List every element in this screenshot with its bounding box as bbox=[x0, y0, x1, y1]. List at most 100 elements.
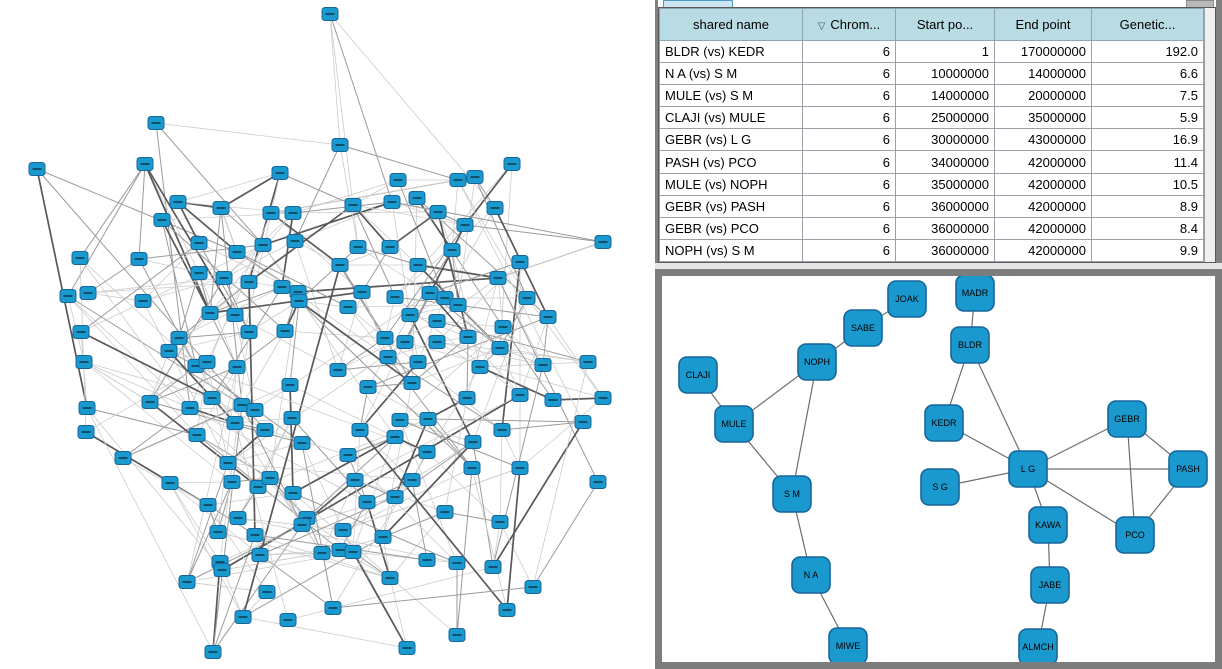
network-node[interactable] bbox=[491, 515, 509, 529]
network-node-miwe[interactable]: MIWE bbox=[828, 627, 868, 664]
network-node[interactable] bbox=[290, 294, 308, 308]
network-node[interactable] bbox=[383, 195, 401, 209]
network-node[interactable] bbox=[524, 580, 542, 594]
table-row[interactable]: BLDR (vs) KEDR 6 1 170000000 192.0 bbox=[659, 39, 1204, 64]
network-node[interactable] bbox=[134, 294, 152, 308]
network-node[interactable] bbox=[428, 314, 446, 328]
network-node[interactable] bbox=[503, 157, 521, 171]
network-node[interactable] bbox=[421, 286, 439, 300]
network-node[interactable] bbox=[313, 546, 331, 560]
network-node[interactable] bbox=[511, 461, 529, 475]
network-node[interactable] bbox=[448, 556, 466, 570]
network-node[interactable] bbox=[493, 423, 511, 437]
network-node[interactable] bbox=[463, 461, 481, 475]
sub-network-panel[interactable]: JOAK MADR SABE BLDR NOPH CLAJI GEBR KEDR MULE L G… bbox=[655, 269, 1222, 669]
network-node[interactable] bbox=[418, 553, 436, 567]
network-node[interactable] bbox=[458, 391, 476, 405]
network-node[interactable] bbox=[284, 486, 302, 500]
column-header-shared-name[interactable]: shared name bbox=[659, 8, 803, 41]
table-tab[interactable] bbox=[663, 0, 733, 7]
network-node[interactable] bbox=[464, 435, 482, 449]
network-node[interactable] bbox=[293, 518, 311, 532]
network-node[interactable] bbox=[141, 395, 159, 409]
column-header-genetic-distance[interactable]: Genetic... bbox=[1091, 8, 1204, 41]
network-node[interactable] bbox=[213, 563, 231, 577]
network-node[interactable] bbox=[511, 388, 529, 402]
table-row[interactable]: MULE (vs) NOPH 6 35000000 42000000 10.5 bbox=[659, 172, 1204, 196]
network-node-n-a[interactable]: N A bbox=[791, 556, 831, 594]
network-node[interactable] bbox=[281, 378, 299, 392]
network-node[interactable] bbox=[353, 285, 371, 299]
network-node-mule[interactable]: MULE bbox=[714, 405, 754, 443]
network-node-madr[interactable]: MADR bbox=[955, 276, 995, 312]
network-node[interactable] bbox=[71, 251, 89, 265]
network-node[interactable] bbox=[203, 391, 221, 405]
network-node[interactable] bbox=[114, 451, 132, 465]
network-node[interactable] bbox=[246, 403, 264, 417]
network-node[interactable] bbox=[170, 331, 188, 345]
network-node[interactable] bbox=[234, 610, 252, 624]
network-node[interactable] bbox=[396, 335, 414, 349]
network-node[interactable] bbox=[283, 411, 301, 425]
network-node[interactable] bbox=[188, 428, 206, 442]
network-node[interactable] bbox=[204, 645, 222, 659]
network-node[interactable] bbox=[321, 7, 339, 21]
table-corner-tab[interactable] bbox=[1186, 0, 1214, 7]
network-node[interactable] bbox=[351, 423, 369, 437]
network-node[interactable] bbox=[498, 603, 516, 617]
network-node[interactable] bbox=[271, 166, 289, 180]
network-node[interactable] bbox=[429, 205, 447, 219]
network-node[interactable] bbox=[130, 252, 148, 266]
sub-network-canvas[interactable]: JOAK MADR SABE BLDR NOPH CLAJI GEBR KEDR MULE L G… bbox=[662, 276, 1215, 664]
network-node[interactable] bbox=[374, 530, 392, 544]
network-node[interactable] bbox=[403, 473, 421, 487]
network-node[interactable] bbox=[249, 480, 267, 494]
network-node[interactable] bbox=[376, 331, 394, 345]
table-row[interactable]: GEBR (vs) PASH 6 36000000 42000000 8.9 bbox=[659, 194, 1204, 218]
network-node[interactable] bbox=[486, 201, 504, 215]
network-node[interactable] bbox=[178, 575, 196, 589]
network-node[interactable] bbox=[190, 266, 208, 280]
network-node[interactable] bbox=[544, 393, 562, 407]
network-node[interactable] bbox=[449, 173, 467, 187]
network-node[interactable] bbox=[459, 330, 477, 344]
network-node[interactable] bbox=[484, 560, 502, 574]
network-node[interactable] bbox=[409, 258, 427, 272]
column-header-end-point[interactable]: End point bbox=[994, 8, 1092, 41]
column-header-start-position[interactable]: Start po... bbox=[895, 8, 995, 41]
network-node-noph[interactable]: NOPH bbox=[797, 343, 837, 381]
network-node[interactable] bbox=[579, 355, 597, 369]
network-node[interactable] bbox=[147, 116, 165, 130]
network-node[interactable] bbox=[449, 298, 467, 312]
network-node[interactable] bbox=[75, 355, 93, 369]
network-node[interactable] bbox=[273, 280, 291, 294]
network-node[interactable] bbox=[77, 425, 95, 439]
network-node[interactable] bbox=[161, 476, 179, 490]
table-row[interactable]: MULE (vs) S M 6 14000000 20000000 7.5 bbox=[659, 84, 1204, 108]
network-node[interactable] bbox=[456, 218, 474, 232]
network-node[interactable] bbox=[334, 523, 352, 537]
network-node[interactable] bbox=[386, 490, 404, 504]
network-node[interactable] bbox=[331, 138, 349, 152]
network-node-kedr[interactable]: KEDR bbox=[924, 404, 964, 442]
network-node-s-g[interactable]: S G bbox=[920, 468, 960, 506]
table-row[interactable]: GEBR (vs) PCO 6 36000000 42000000 8.4 bbox=[659, 216, 1204, 240]
network-node-gebr[interactable]: GEBR bbox=[1107, 400, 1147, 438]
network-node[interactable] bbox=[254, 238, 272, 252]
network-node[interactable] bbox=[358, 495, 376, 509]
network-node[interactable] bbox=[494, 320, 512, 334]
network-node[interactable] bbox=[286, 234, 304, 248]
network-node[interactable] bbox=[59, 289, 77, 303]
network-node[interactable] bbox=[153, 213, 171, 227]
network-node[interactable] bbox=[539, 310, 557, 324]
network-node[interactable] bbox=[279, 613, 297, 627]
network-node-pash[interactable]: PASH bbox=[1168, 450, 1208, 488]
network-node-l-g[interactable]: L G bbox=[1008, 450, 1048, 488]
network-node[interactable] bbox=[386, 290, 404, 304]
network-node[interactable] bbox=[344, 545, 362, 559]
network-node[interactable] bbox=[209, 525, 227, 539]
network-node[interactable] bbox=[443, 243, 461, 257]
network-node[interactable] bbox=[574, 415, 592, 429]
network-node[interactable] bbox=[379, 350, 397, 364]
network-node[interactable] bbox=[398, 641, 416, 655]
